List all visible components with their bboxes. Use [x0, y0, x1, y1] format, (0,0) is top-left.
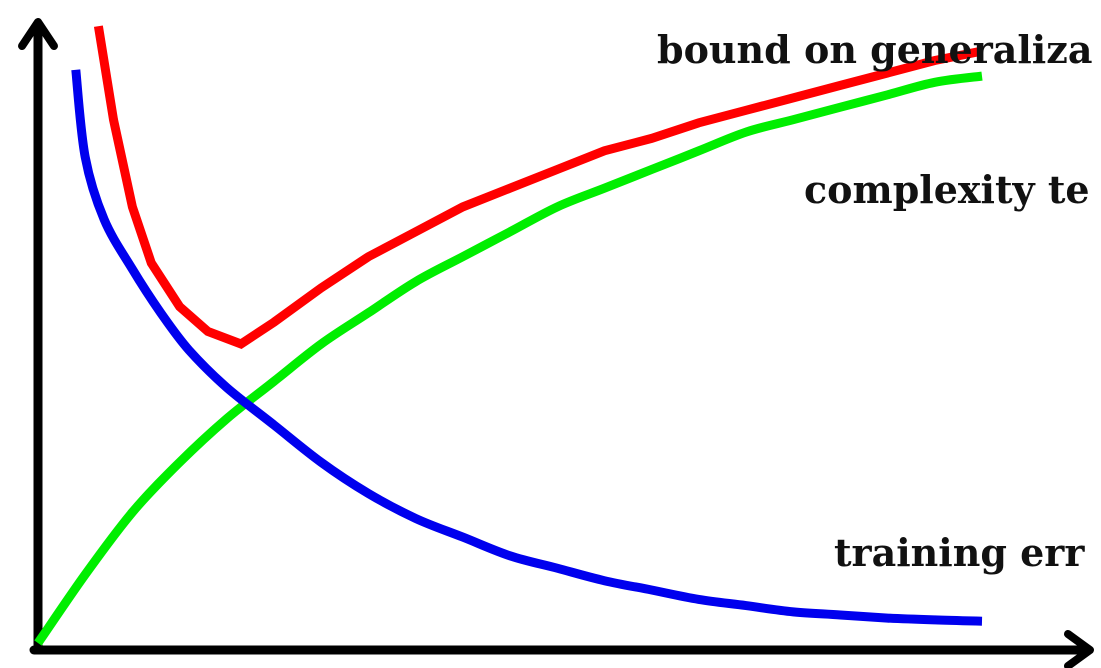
series-label-training: training err	[834, 530, 1085, 575]
series-label-complexity: complexity te	[804, 167, 1090, 212]
series-lines	[34, 25, 983, 646]
x-axis-arrowhead	[1064, 630, 1094, 668]
series-line-training	[71, 69, 983, 626]
axes	[18, 18, 1094, 668]
series-label-bound: bound on generaliza	[657, 27, 1092, 72]
series-line-bound	[93, 25, 983, 350]
series-line-complexity	[34, 71, 983, 646]
y-axis-arrowhead	[18, 18, 58, 50]
series-labels: bound on generaliza complexity te traini…	[657, 27, 1092, 575]
